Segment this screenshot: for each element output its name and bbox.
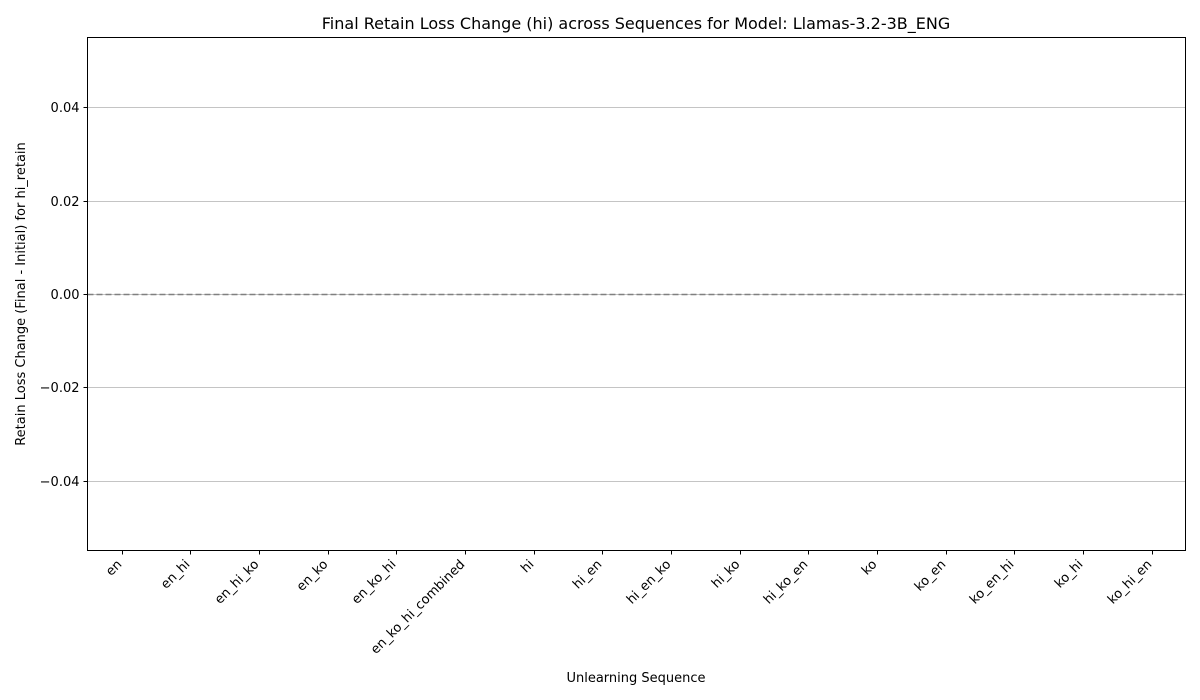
y-axis-ticks: −0.04 −0.02 0.00 0.02 0.04 [40,101,88,490]
y-tick-label: 0.00 [51,288,80,303]
x-tick-label: ko_en_hi [967,557,1017,607]
x-tick-label: en_hi [158,557,193,592]
x-tick-label: hi [518,557,537,576]
x-tick-label: ko_hi [1052,557,1086,591]
x-axis-ticks: en en_hi en_hi_ko en_ko en_ko_hien_ko_hi_com… [103,550,1155,657]
y-tick-label: 0.02 [51,195,80,210]
x-tick-label: hi_ko_en [761,557,811,607]
x-tick-label: ko_hi_en [1105,557,1155,607]
y-tick-label: −0.04 [40,475,80,490]
x-tick-label: en_ko [294,557,331,594]
chart-title: Final Retain Loss Change (hi) across Seq… [322,14,950,34]
y-tick-label: 0.04 [51,101,80,116]
x-tick-label: en_ko_hi [349,557,399,607]
x-tick-label: hi_en_ko [624,557,674,607]
x-tick-label: hi_en [570,557,605,592]
x-tick-label: en [103,557,125,579]
x-tick-label: en_hi_ko [212,557,262,607]
x-tick-label: ko [859,557,880,578]
y-axis-label: Retain Loss Change (Final - Initial) for… [14,142,29,446]
x-tick-label: hi_ko [709,557,743,591]
x-axis-label: Unlearning Sequence [566,671,705,686]
y-tick-label: −0.02 [40,381,80,396]
x-tick-label: ko_en [912,557,949,594]
